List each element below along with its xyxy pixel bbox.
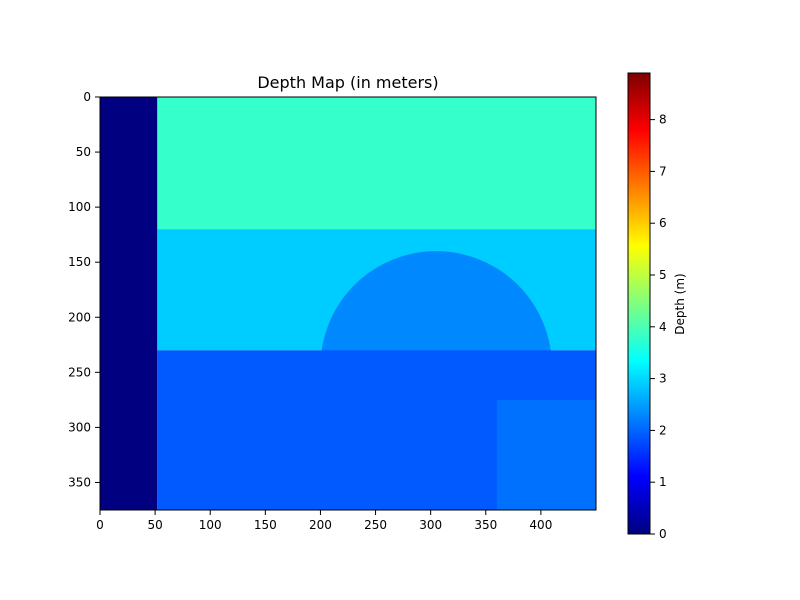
colorbar-tick-label: 6 [659, 216, 667, 230]
y-tick-label: 0 [83, 90, 91, 104]
heatmap-image [100, 97, 596, 510]
plot-frame [99, 96, 597, 511]
y-tick-label: 50 [76, 145, 91, 159]
colorbar: 0 1 2 3 4 5 6 7 8 Depth (m) [627, 72, 687, 541]
y-tick-label: 250 [68, 365, 91, 379]
x-tick-label: 300 [419, 518, 442, 532]
x-tick-label: 400 [529, 518, 552, 532]
y-tick-label: 300 [68, 420, 91, 434]
x-axis: 0 50 100 150 200 250 300 350 400 [96, 510, 552, 532]
y-tick-label: 350 [68, 475, 91, 489]
x-tick-label: 50 [147, 518, 162, 532]
colorbar-tick-label: 4 [659, 320, 667, 334]
colorbar-tick-label: 0 [659, 527, 667, 541]
chart-title: Depth Map (in meters) [257, 73, 438, 92]
depth-region-0 [100, 97, 158, 510]
depth-texture [157, 97, 596, 510]
colorbar-tick-label: 1 [659, 475, 667, 489]
x-tick-label: 350 [474, 518, 497, 532]
x-tick-label: 100 [199, 518, 222, 532]
x-tick-label: 150 [254, 518, 277, 532]
y-axis: 0 50 100 150 200 250 300 350 [68, 90, 100, 489]
colorbar-label: Depth (m) [673, 273, 687, 334]
colorbar-tick-label: 8 [659, 113, 667, 127]
x-tick-label: 0 [96, 518, 104, 532]
colorbar-gradient [627, 72, 651, 535]
y-tick-label: 100 [68, 200, 91, 214]
plot-area [99, 96, 597, 511]
colorbar-tick-label: 3 [659, 372, 667, 386]
colorbar-ticks: 0 1 2 3 4 5 6 7 8 [650, 113, 667, 541]
x-tick-label: 200 [309, 518, 332, 532]
colorbar-tick-label: 7 [659, 164, 667, 178]
colorbar-tick-label: 2 [659, 423, 667, 437]
x-tick-label: 250 [364, 518, 387, 532]
y-tick-label: 150 [68, 255, 91, 269]
colorbar-tick-label: 5 [659, 268, 667, 282]
y-tick-label: 200 [68, 310, 91, 324]
